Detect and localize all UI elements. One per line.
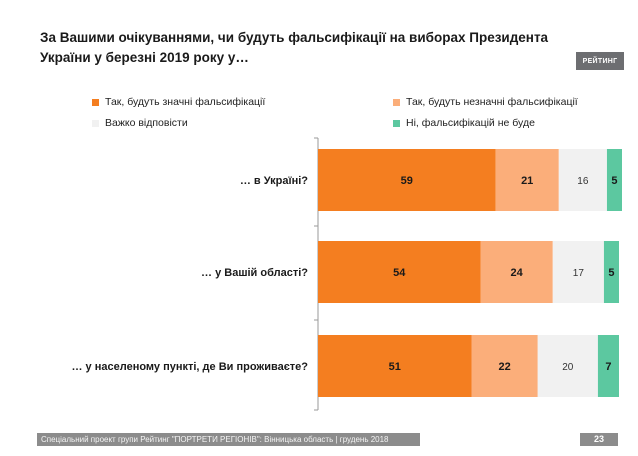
bar-segment-1-2 [552,241,604,303]
legend-label-minor-fraud: Так, будуть незначні фальсифікації [406,96,578,108]
legend-item-no-fraud: Ні, фальсифікацій не буде [393,117,535,129]
rating-logo: РЕЙТИНГ [576,52,624,70]
bar-segment-2-0 [318,335,472,397]
legend-swatch-hard-to-say [92,119,99,127]
legend-item-major-fraud: Так, будуть значні фальсифікації [92,96,265,108]
legend-item-hard-to-say: Важко відповісти [92,117,188,129]
data-label-1-3: 5 [608,267,614,279]
bar-segment-2-2 [537,335,598,397]
bar-segment-0-0 [318,149,496,211]
data-label-0-2: 16 [577,176,589,187]
data-label-1-1: 24 [511,267,524,279]
data-label-1-0: 54 [393,267,406,279]
category-label-2: … у населеному пункті, де Ви проживаєте? [72,361,309,373]
bar-segment-1-1 [480,241,553,303]
bar-segment-1-0 [318,241,481,303]
bar-segment-2-1 [471,335,538,397]
legend-swatch-minor-fraud [393,98,400,106]
data-label-1-2: 17 [573,268,585,279]
data-label-2-1: 22 [498,361,510,373]
category-label-1: … у Вашій області? [201,267,308,279]
legend-label-major-fraud: Так, будуть значні фальсифікації [105,96,266,108]
data-label-0-0: 59 [401,175,413,187]
legend-label-no-fraud: Ні, фальсифікацій не буде [406,117,535,129]
data-label-0-1: 21 [521,175,533,187]
data-label-2-0: 51 [389,361,401,373]
legend-item-minor-fraud: Так, будуть незначні фальсифікації [393,96,578,108]
bar-segment-2-3 [597,335,619,397]
category-label-0: … в Україні? [240,175,308,187]
legend-label-hard-to-say: Важко відповісти [105,117,188,129]
data-label-2-3: 7 [605,361,611,373]
chart-title: За Вашими очікуваннями, чи будуть фальси… [40,30,549,65]
page-number: 23 [580,433,618,446]
legend-swatch-major-fraud [92,98,99,106]
footer-text: Спеціальний проект групи Рейтинг "ПОРТРЕ… [37,433,420,446]
data-label-2-2: 20 [562,362,574,373]
legend-swatch-no-fraud [393,119,400,127]
bar-segment-0-3 [606,149,622,211]
bar-segment-0-2 [558,149,607,211]
data-label-0-3: 5 [611,175,617,187]
bar-segment-0-1 [495,149,559,211]
bar-segment-1-3 [603,241,619,303]
